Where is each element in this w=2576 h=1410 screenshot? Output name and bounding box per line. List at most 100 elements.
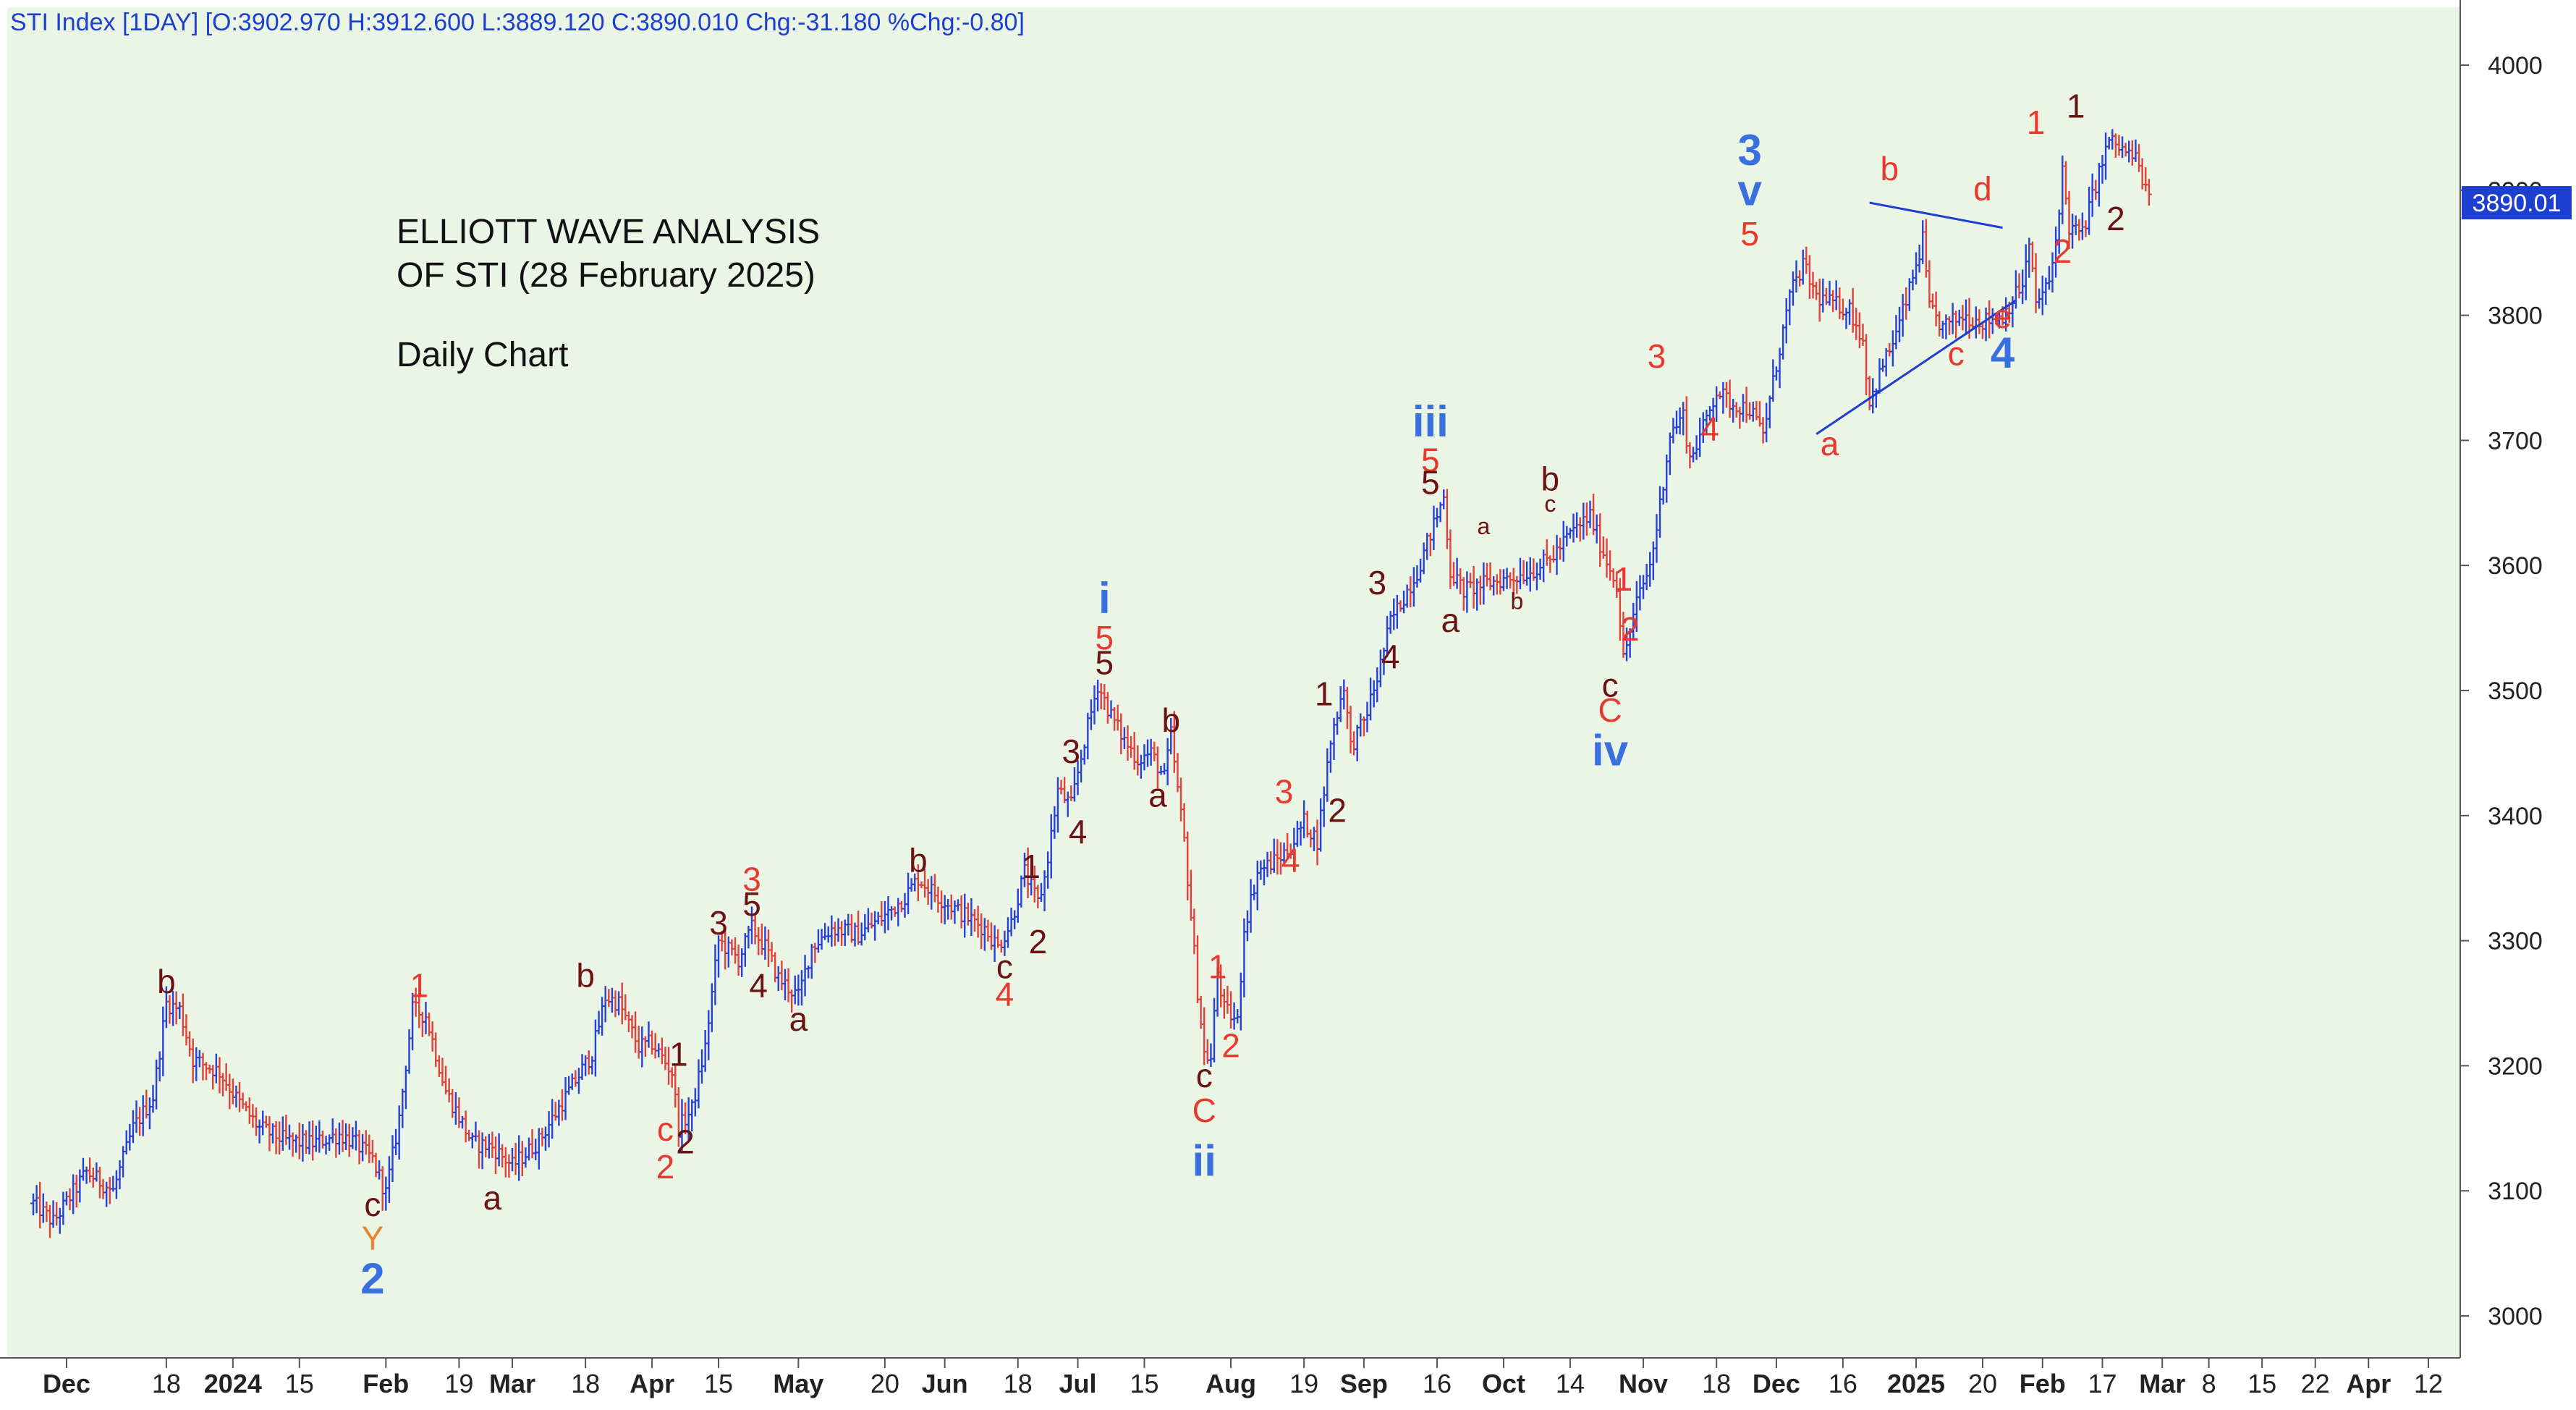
price-tick-label: 3400 bbox=[2488, 803, 2543, 830]
wave-label: 5 bbox=[1096, 644, 1114, 682]
wave-label: a bbox=[1441, 601, 1460, 639]
price-tick-label: 3800 bbox=[2488, 303, 2543, 330]
wave-label: 4 bbox=[1991, 329, 2015, 377]
wave-label: 4 bbox=[749, 966, 768, 1004]
wave-label: 2 bbox=[2106, 200, 2125, 237]
date-tick-label: 18 bbox=[152, 1369, 181, 1398]
wave-label: d bbox=[1973, 170, 1992, 208]
wave-label: C bbox=[1192, 1092, 1216, 1129]
date-tick-label: Feb bbox=[363, 1369, 409, 1398]
ohlc-bar bbox=[2145, 179, 2152, 206]
wave-label: 3 bbox=[1062, 733, 1081, 770]
date-tick-label: 22 bbox=[2301, 1369, 2330, 1398]
date-tick-label: 18 bbox=[1004, 1369, 1033, 1398]
date-tick-label: 20 bbox=[870, 1369, 899, 1398]
wave-label: a bbox=[1821, 425, 1839, 463]
date-tick-label: Aug bbox=[1206, 1369, 1256, 1398]
wave-label: i bbox=[1098, 574, 1111, 622]
price-tick-label: 3700 bbox=[2488, 427, 2543, 455]
date-tick-label: Mar bbox=[2139, 1369, 2185, 1398]
date-tick-label: Jun bbox=[922, 1369, 968, 1398]
wave-label: 4 bbox=[1069, 813, 1088, 850]
wave-label: C bbox=[1598, 691, 1622, 729]
wave-label: 2 bbox=[360, 1254, 384, 1303]
wave-label: b bbox=[576, 957, 595, 995]
wave-label: 2 bbox=[1221, 1026, 1240, 1064]
wave-label: 2 bbox=[2054, 232, 2072, 270]
wave-label: 5 bbox=[742, 885, 761, 923]
date-tick-label: 18 bbox=[571, 1369, 600, 1398]
wave-label: c bbox=[1948, 335, 1965, 373]
date-tick-label: Apr bbox=[630, 1369, 674, 1398]
wave-label: b bbox=[909, 842, 928, 879]
wave-label: 1 bbox=[1022, 848, 1041, 885]
wave-label: iii bbox=[1412, 397, 1449, 446]
wave-label: c bbox=[1544, 491, 1556, 517]
date-tick-label: Dec bbox=[43, 1369, 90, 1398]
date-axis-ticks: Dec 18 2024 15 Feb 19 Mar 18 Apr 15 May 20 Jun 18 Jul 1… bbox=[43, 1358, 2443, 1398]
wave-label: a bbox=[483, 1179, 502, 1217]
wave-label: 3 bbox=[1648, 337, 1666, 375]
wave-label: c bbox=[657, 1110, 674, 1148]
wave-label: 2 bbox=[1029, 923, 1048, 961]
date-tick-label: 14 bbox=[1556, 1369, 1585, 1398]
price-tick-label: 3100 bbox=[2488, 1178, 2543, 1205]
date-tick-label: 15 bbox=[2247, 1369, 2276, 1398]
date-tick-label: Sep bbox=[1340, 1369, 1388, 1398]
date-tick-label: 19 bbox=[444, 1369, 473, 1398]
date-tick-label: 2025 bbox=[1887, 1369, 1945, 1398]
wave-label: 4 bbox=[996, 975, 1014, 1013]
wave-label: a bbox=[1148, 777, 1167, 814]
date-tick-label: 15 bbox=[1130, 1369, 1158, 1398]
current-price-tag: 3890.01 bbox=[2462, 186, 2572, 220]
wave-label: 1 bbox=[1315, 675, 1334, 713]
wave-label: 4 bbox=[1281, 842, 1300, 879]
date-tick-label: Nov bbox=[1619, 1369, 1668, 1398]
price-tick-label: 3000 bbox=[2488, 1303, 2543, 1330]
date-axis[interactable] bbox=[0, 1358, 2576, 1410]
wave-label: 2 bbox=[676, 1123, 695, 1160]
wave-label: b bbox=[1541, 460, 1560, 498]
wave-label: c bbox=[1196, 1057, 1213, 1094]
wave-label: 5 bbox=[1421, 464, 1440, 502]
date-tick-label: Mar bbox=[489, 1369, 535, 1398]
wave-label: ii bbox=[1192, 1136, 1216, 1185]
wave-label: c bbox=[364, 1186, 381, 1223]
plot-area[interactable] bbox=[7, 7, 2460, 1358]
wave-label: 3 bbox=[709, 904, 728, 942]
triangle-trendlines bbox=[1816, 201, 2017, 436]
price-tick-label: 3200 bbox=[2488, 1052, 2543, 1080]
analysis-title-line2: OF STI (28 February 2025) bbox=[397, 256, 815, 295]
wave-label: 3 bbox=[1737, 126, 1761, 174]
wave-label: 3 bbox=[1275, 773, 1294, 811]
wave-label: a bbox=[789, 1000, 808, 1038]
wave-label: e bbox=[1994, 297, 2012, 335]
wave-label: 1 bbox=[2027, 104, 2046, 141]
wave-label: 5 bbox=[1421, 442, 1440, 479]
date-tick-label: 12 bbox=[2414, 1369, 2443, 1398]
price-axis[interactable] bbox=[2460, 0, 2576, 1361]
date-tick-label: 16 bbox=[1829, 1369, 1857, 1398]
wave-label: 1 bbox=[410, 966, 428, 1004]
wave-label: b bbox=[1161, 701, 1180, 739]
wave-label: 1 bbox=[1208, 947, 1227, 985]
wave-label: 2 bbox=[1328, 791, 1347, 829]
price-tick-label: 3300 bbox=[2488, 928, 2543, 955]
date-tick-label: 18 bbox=[1702, 1369, 1731, 1398]
analysis-title-line1: ELLIOTT WAVE ANALYSIS bbox=[397, 213, 820, 251]
wave-label: c bbox=[996, 947, 1013, 985]
date-tick-label: 8 bbox=[2202, 1369, 2216, 1398]
date-tick-label: 17 bbox=[2088, 1369, 2117, 1398]
date-tick-label: 16 bbox=[1423, 1369, 1452, 1398]
trendline bbox=[1816, 299, 2017, 436]
wave-label: 5 bbox=[1096, 619, 1114, 657]
date-tick-label: 20 bbox=[1968, 1369, 1997, 1398]
wave-label: Y bbox=[362, 1219, 384, 1257]
wave-label: 1 bbox=[2067, 88, 2085, 125]
price-tick-label: 3600 bbox=[2488, 552, 2543, 580]
date-tick-label: May bbox=[773, 1369, 823, 1398]
wave-label: b bbox=[157, 963, 176, 1000]
wave-label: b bbox=[1510, 588, 1523, 615]
date-tick-label: Feb bbox=[2020, 1369, 2066, 1398]
